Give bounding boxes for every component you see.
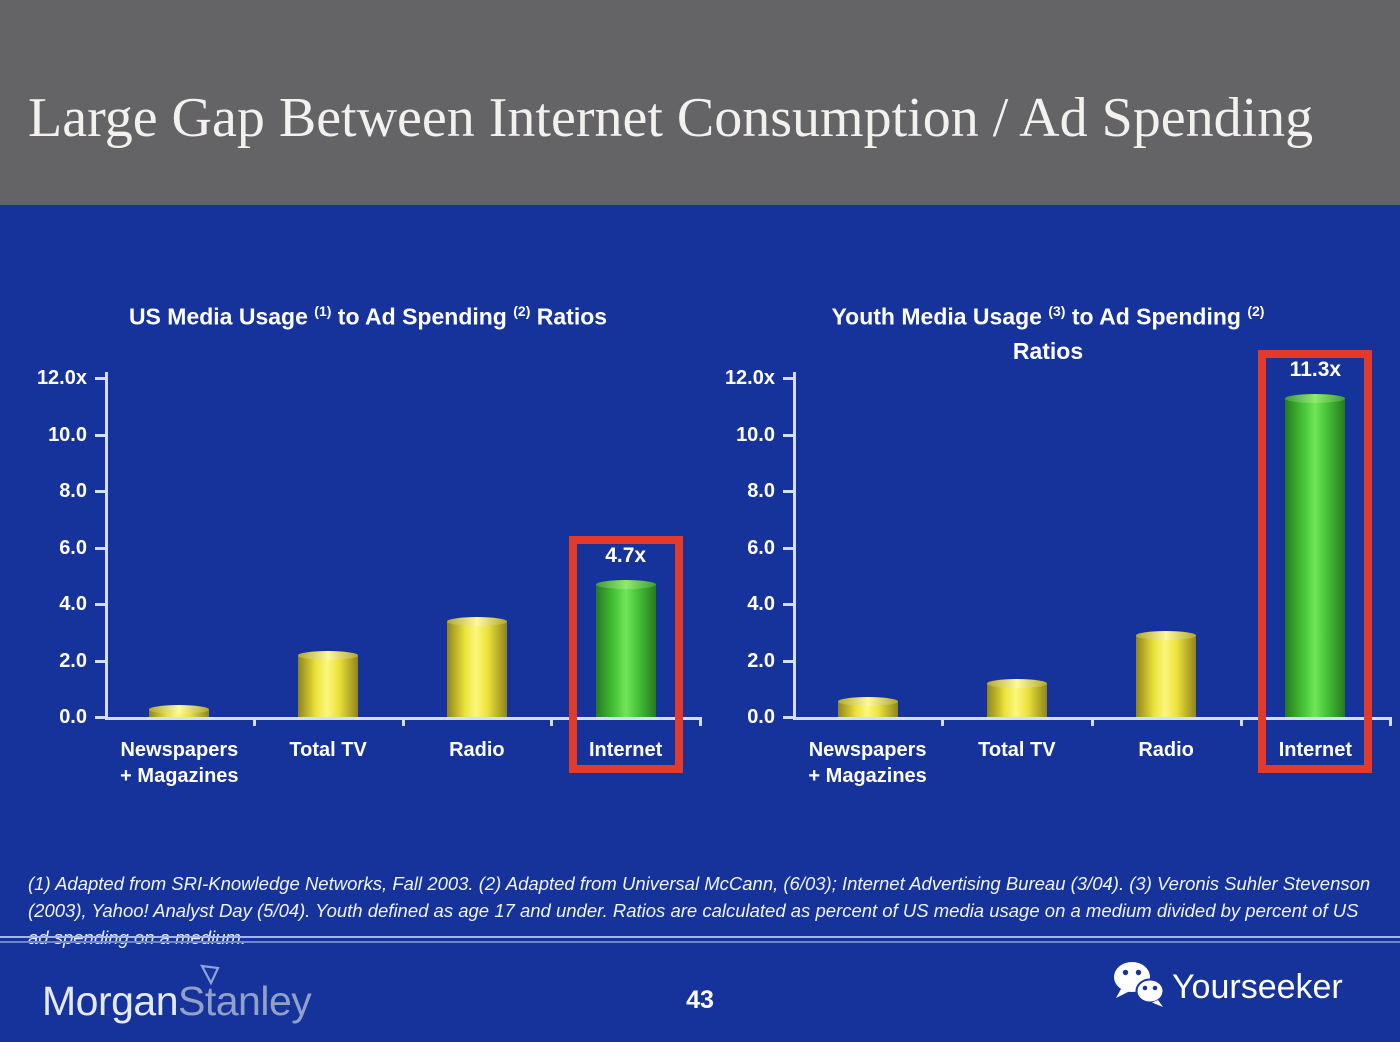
- x-tick-mark: [1090, 717, 1094, 726]
- triangle-icon: [200, 964, 220, 986]
- bar-top-cap: [446, 616, 507, 626]
- y-tick-mark: [783, 377, 793, 380]
- y-tick-mark: [95, 659, 105, 663]
- y-tick-label: 2.0: [747, 649, 775, 672]
- bar-top-cap: [1136, 631, 1197, 641]
- y-tick-label: 0.0: [59, 706, 87, 728]
- slide-header: Large Gap Between Internet Consumption /…: [0, 0, 1400, 205]
- y-tick-mark: [95, 490, 105, 493]
- brand-stanley-text: Stanley: [178, 978, 312, 1024]
- category-label: Total TV: [289, 739, 367, 761]
- bar-internet: [595, 580, 656, 717]
- y-tick-label: 12.0x: [724, 367, 775, 389]
- y-tick-label: 4.0: [59, 593, 87, 615]
- bar-top-cap: [149, 704, 210, 714]
- bar-top-cap: [837, 697, 898, 707]
- bar-top-cap: [298, 650, 359, 660]
- category-label: Total TV: [978, 739, 1056, 761]
- data-label: 11.3x: [1289, 357, 1342, 381]
- bar-top-cap: [986, 679, 1047, 689]
- y-tick-mark: [783, 546, 793, 550]
- bar-top-cap: [595, 580, 656, 590]
- bar-internet: [1285, 393, 1346, 717]
- y-tick-label: 10.0: [736, 423, 775, 446]
- x-tick-mark: [941, 717, 945, 726]
- category-label: Internet: [588, 739, 663, 761]
- x-tick-mark: [699, 717, 702, 726]
- data-label: 4.7x: [605, 544, 647, 568]
- y-tick-mark: [783, 433, 793, 437]
- bar-total-tv: [298, 650, 359, 717]
- watermark-text: Yourseeker: [1172, 968, 1343, 1006]
- x-tick-mark: [252, 717, 256, 726]
- y-tick-mark: [95, 377, 105, 380]
- category-label: Internet: [1278, 739, 1353, 761]
- chart-title: Youth Media Usage (3) to Ad Spending (2)…: [831, 303, 1265, 364]
- y-tick-mark: [95, 546, 105, 550]
- x-tick-mark: [550, 717, 554, 726]
- highlight-box: [1258, 349, 1373, 773]
- y-axis: [105, 372, 108, 720]
- y-tick-mark: [783, 716, 793, 719]
- x-tick-mark: [1239, 717, 1243, 726]
- wechat-icon: [1114, 962, 1165, 1007]
- brand-morgan-text: Morgan: [42, 978, 179, 1024]
- bar-total-tv: [986, 679, 1047, 717]
- slide-title: Large Gap Between Internet Consumption /…: [28, 87, 1314, 149]
- y-tick-mark: [783, 659, 793, 663]
- bar-radio: [1136, 631, 1197, 717]
- y-tick-mark: [783, 490, 793, 493]
- x-tick-mark: [401, 717, 405, 726]
- x-tick-mark: [1389, 717, 1392, 726]
- morgan-stanley-logo: MorganStanley: [42, 964, 312, 1034]
- category-label: Radio: [1138, 739, 1194, 761]
- chart-title: US Media Usage (1) to Ad Spending (2) Ra…: [128, 303, 608, 330]
- category-label: Newspapers + Magazines: [808, 739, 927, 787]
- title-superscript: (3): [1048, 303, 1066, 319]
- bar-top-cap: [1285, 393, 1346, 403]
- page-number: 43: [686, 986, 714, 1014]
- title-superscript: (1): [314, 303, 332, 319]
- category-label: Radio: [449, 739, 505, 761]
- y-tick-label: 6.0: [59, 536, 87, 559]
- y-tick-label: 10.0: [48, 423, 87, 446]
- y-tick-label: 4.0: [747, 593, 775, 615]
- y-tick-label: 0.0: [747, 706, 775, 728]
- title-superscript: (2): [513, 303, 531, 319]
- y-tick-label: 6.0: [747, 536, 775, 559]
- y-tick-mark: [95, 433, 105, 437]
- y-tick-mark: [783, 603, 793, 606]
- y-tick-label: 8.0: [747, 480, 775, 502]
- y-axis: [793, 372, 796, 720]
- y-tick-label: 12.0x: [36, 367, 87, 389]
- footer-divider-top: [0, 936, 1400, 938]
- title-superscript: (2): [1247, 303, 1265, 319]
- y-tick-label: 8.0: [59, 480, 87, 502]
- y-tick-mark: [95, 603, 105, 606]
- y-tick-label: 2.0: [59, 649, 87, 672]
- bar-newspapers-magazines: [837, 697, 898, 717]
- footnote: (1) Adapted from SRI-Knowledge Networks,…: [28, 873, 1371, 948]
- y-tick-mark: [95, 716, 105, 719]
- category-label: Newspapers + Magazines: [120, 739, 239, 787]
- highlight-box: [568, 536, 683, 773]
- footer-divider-bottom: [0, 941, 1400, 943]
- bar-newspapers-magazines: [149, 704, 210, 717]
- bar-radio: [446, 616, 507, 717]
